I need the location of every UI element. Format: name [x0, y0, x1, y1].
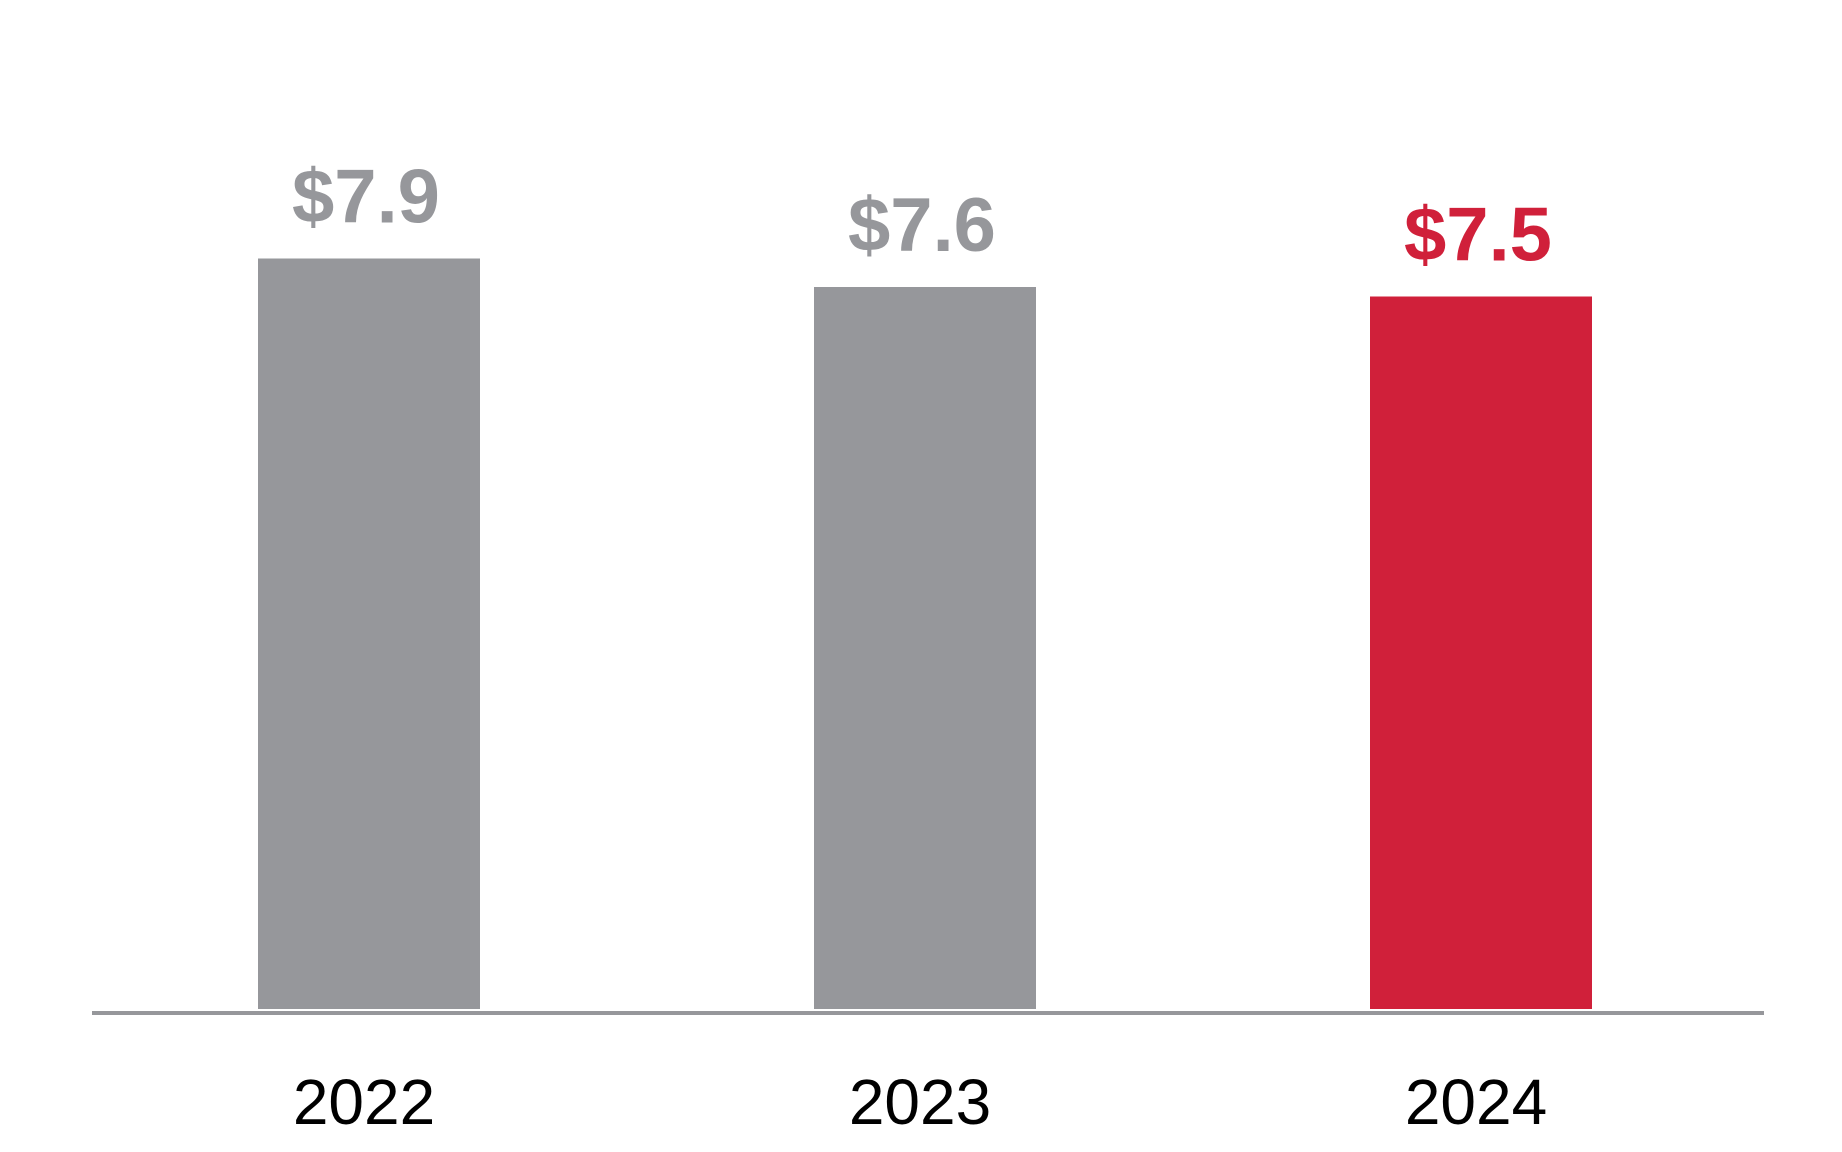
bar-2023	[814, 287, 1036, 1009]
bar-2022	[258, 258, 480, 1009]
x-tick-label-2022: 2022	[293, 1066, 435, 1138]
bars	[258, 258, 1592, 1009]
value-labels: $7.9 $7.6 $7.5	[292, 155, 1552, 278]
bar-2024	[1370, 296, 1592, 1009]
data-label-2024: $7.5	[1404, 193, 1552, 278]
x-tick-label-2023: 2023	[849, 1066, 991, 1138]
x-tick-labels: 2022 2023 2024	[293, 1066, 1547, 1138]
x-tick-label-2024: 2024	[1405, 1066, 1547, 1138]
data-label-2023: $7.6	[848, 183, 996, 268]
data-label-2022: $7.9	[292, 155, 440, 240]
